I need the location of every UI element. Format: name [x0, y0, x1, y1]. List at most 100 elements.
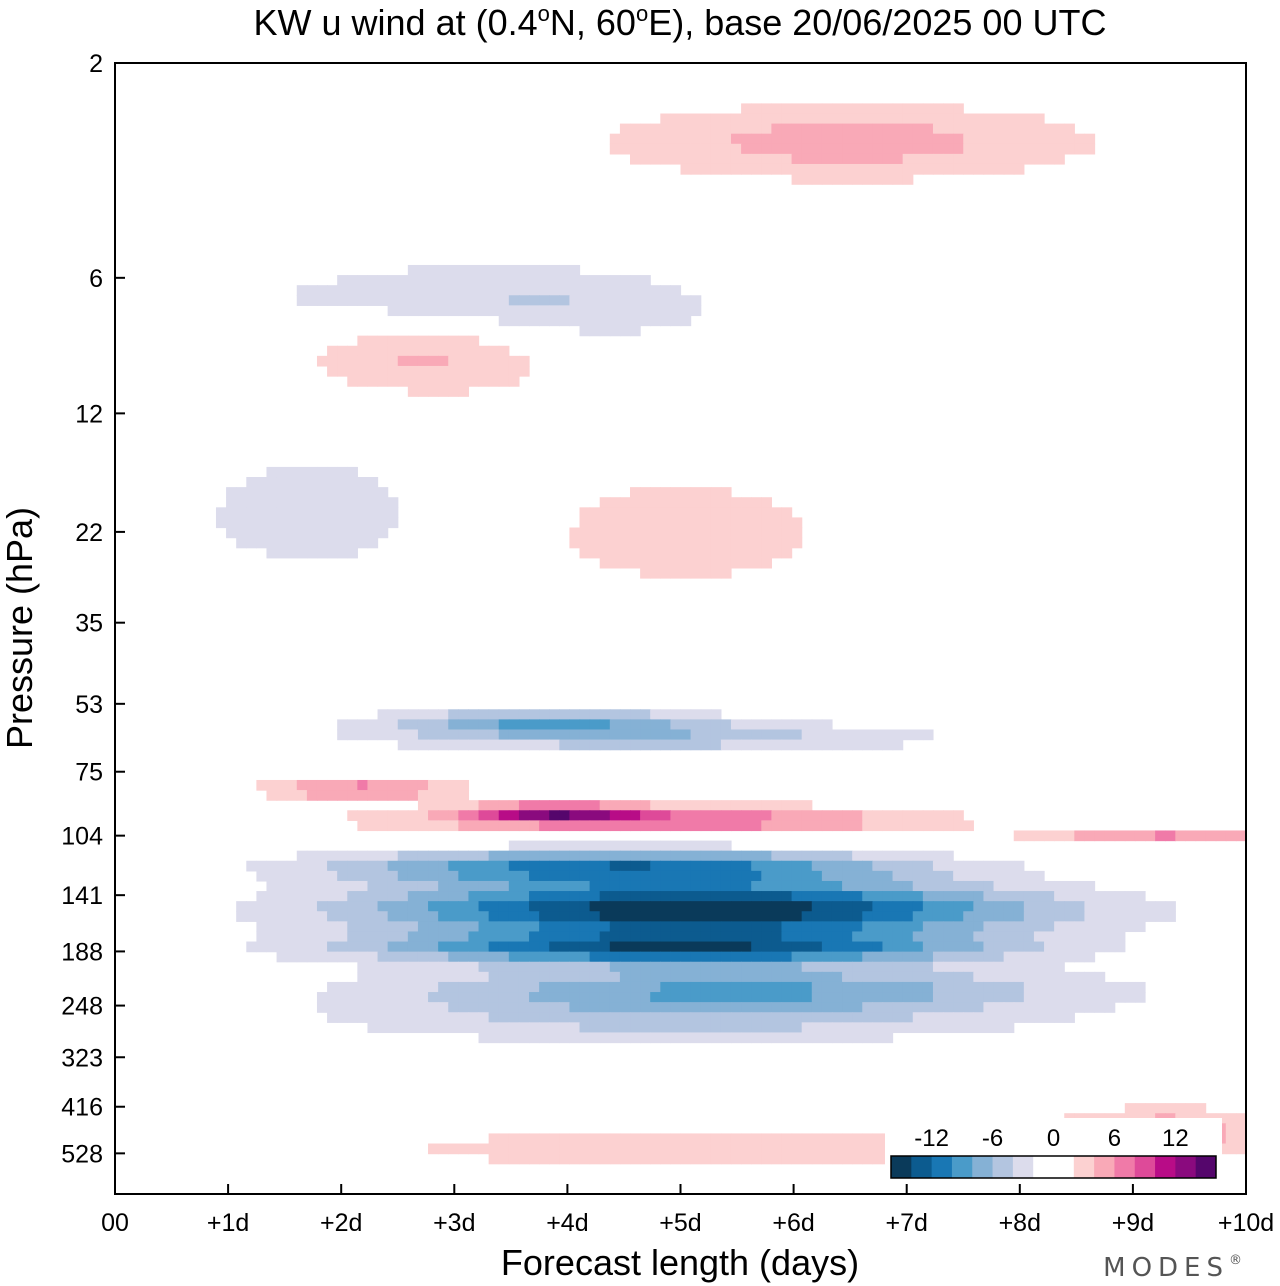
contour-cell [306, 507, 318, 519]
contour-cell [367, 860, 379, 872]
contour-cell [630, 1022, 641, 1034]
contour-cell [306, 911, 318, 922]
contour-cell [791, 981, 803, 993]
contour-cell [741, 527, 752, 539]
contour-cell [640, 981, 651, 993]
contour-cell [1225, 830, 1237, 842]
contour-cell [589, 810, 601, 821]
contour-cell [276, 487, 288, 498]
contour-cell [438, 911, 449, 922]
contour-cell [700, 860, 712, 872]
contour-cell [741, 719, 752, 731]
contour-cell [508, 1133, 520, 1145]
contour-cell [367, 1012, 379, 1023]
contour-cell [478, 1022, 490, 1034]
contour-cell [791, 537, 803, 549]
contour-cell [943, 123, 954, 135]
contour-cell [619, 860, 631, 872]
contour-cell [569, 527, 581, 539]
contour-cell [842, 123, 853, 135]
contour-cell [468, 709, 480, 720]
contour-cell [1003, 1012, 1015, 1023]
contour-cell [347, 790, 358, 801]
contour-cell [266, 527, 278, 539]
contour-cell [680, 719, 692, 731]
contour-cell [377, 709, 389, 720]
contour-cell [1033, 870, 1045, 882]
x-tick-label: 00 [101, 1209, 129, 1237]
contour-cell [619, 911, 631, 922]
contour-cell [498, 1143, 510, 1155]
contour-cell [973, 143, 985, 155]
contour-cell [660, 810, 671, 821]
contour-cell [953, 1002, 964, 1013]
contour-cell [720, 537, 732, 549]
contour-cell [922, 860, 934, 872]
contour-cell [367, 365, 379, 377]
contour-cell [932, 143, 944, 155]
contour-cell [680, 810, 692, 821]
contour-cell [468, 1002, 480, 1013]
contour-cell [438, 739, 449, 751]
contour-cell [327, 911, 338, 922]
contour-cell [559, 992, 571, 1003]
contour-cell [720, 971, 732, 983]
contour-cell [539, 810, 550, 821]
contour-cell [407, 901, 419, 912]
contour-cell [660, 315, 671, 327]
contour-cell [306, 295, 318, 306]
contour-cell [761, 537, 772, 549]
contour-cell [953, 941, 964, 953]
contour-cell [801, 981, 813, 993]
contour-cell [902, 880, 914, 892]
contour-cell [710, 153, 722, 165]
contour-cell [609, 1143, 621, 1155]
contour-cell [579, 1032, 591, 1044]
contour-cell [579, 951, 591, 963]
contour-cell [609, 719, 621, 731]
contour-cell [1054, 931, 1065, 943]
contour-cell [1003, 123, 1015, 135]
contour-cell [488, 1002, 500, 1013]
contour-cell [943, 850, 954, 862]
contour-cell [700, 981, 712, 993]
contour-cell [458, 386, 470, 397]
contour-cell [690, 143, 702, 155]
contour-cell [821, 901, 833, 912]
contour-cell [882, 123, 894, 135]
contour-cell [720, 163, 732, 175]
contour-cell [1124, 981, 1136, 993]
contour-cell [973, 123, 985, 135]
contour-cell [589, 1012, 601, 1023]
contour-cell [337, 527, 348, 539]
contour-cell [630, 961, 641, 973]
contour-cell [428, 941, 439, 953]
contour-cell [932, 921, 944, 933]
contour-cell [771, 971, 783, 983]
contour-cell [680, 527, 692, 539]
contour-cell [417, 285, 429, 296]
contour-cell [428, 1012, 439, 1023]
contour-cell [902, 1002, 914, 1013]
contour-cell [518, 931, 530, 943]
contour-cell [630, 719, 641, 731]
contour-cell [781, 729, 793, 741]
contour-cell [438, 971, 449, 983]
contour-cell [347, 547, 358, 559]
contour-cell [983, 901, 995, 912]
contour-cell [791, 931, 803, 943]
contour-cell [1114, 921, 1126, 933]
contour-cell [700, 921, 712, 933]
contour-cell [670, 1153, 682, 1165]
contour-cell [428, 739, 439, 751]
contour-cell [518, 921, 530, 933]
contour-cell [872, 810, 884, 821]
contour-cell [417, 365, 429, 377]
contour-cell [357, 285, 369, 296]
contour-cell [539, 1032, 550, 1044]
contour-cell [922, 961, 934, 973]
contour-cell [488, 931, 500, 943]
contour-cell [306, 951, 318, 963]
y-tick-label: 35 [75, 610, 103, 638]
contour-cell [468, 800, 480, 811]
